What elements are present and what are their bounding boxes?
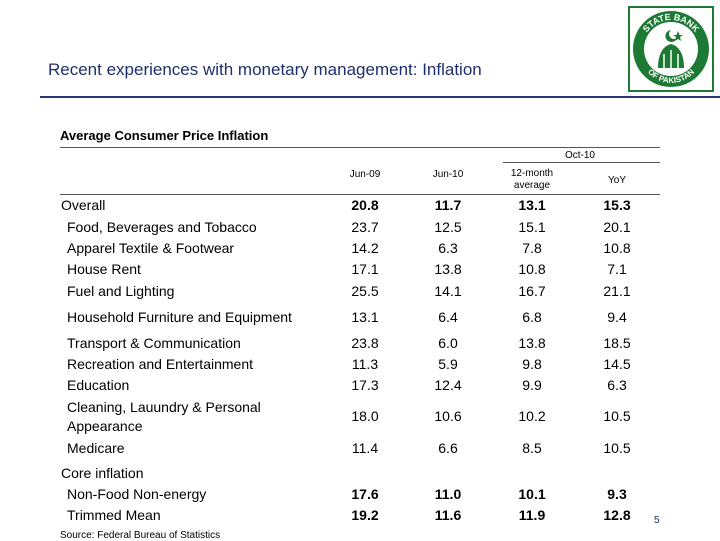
title-rule <box>40 96 720 98</box>
cell: 12.8 <box>603 507 631 523</box>
table-row: Non-Food Non-energy 17.6 11.0 10.1 9.3 <box>0 486 720 506</box>
page-title: Recent experiences with monetary managem… <box>48 60 482 79</box>
cell: 14.5 <box>603 356 631 372</box>
cell: 10.1 <box>518 486 546 502</box>
cell: 6.3 <box>607 377 627 393</box>
column-header-jun10: Jun-10 <box>432 169 464 180</box>
row-label: Cleaning, Lauundry & Personal <box>67 399 261 415</box>
cell: 12.5 <box>434 219 462 235</box>
cell: 10.6 <box>434 408 462 424</box>
cell: 10.8 <box>518 261 546 277</box>
cell: 8.5 <box>522 440 542 456</box>
cell: 13.1 <box>518 197 546 213</box>
table-row: Cleaning, Lauundry & Personal <box>0 399 720 419</box>
table-row: Household Furniture and Equipment 13.1 6… <box>0 309 720 329</box>
cell: 9.3 <box>607 486 627 502</box>
cell: 14.1 <box>434 283 462 299</box>
cell: 14.2 <box>351 240 379 256</box>
row-label-continued: Appearance <box>67 418 143 434</box>
cell: 10.5 <box>603 440 631 456</box>
table-row-core-inflation: Core inflation <box>0 465 720 485</box>
cell: 17.1 <box>351 261 379 277</box>
cell: 13.8 <box>434 261 462 277</box>
cell: 11.6 <box>434 507 462 523</box>
cell: 6.8 <box>522 309 542 325</box>
table-row: House Rent 17.1 13.8 10.8 7.1 <box>0 261 720 281</box>
cell: 7.8 <box>522 240 542 256</box>
cell: 11.3 <box>351 356 379 372</box>
table-row: Transport & Communication 23.8 6.0 13.8 … <box>0 335 720 355</box>
cell: 9.8 <box>522 356 542 372</box>
cell: 15.1 <box>518 219 546 235</box>
table-top-rule <box>60 147 660 148</box>
cell: 16.7 <box>518 283 546 299</box>
cell: 13.1 <box>351 309 379 325</box>
column-header-yoy: YoY <box>608 175 626 186</box>
table-subtitle: Average Consumer Price Inflation <box>60 128 269 143</box>
cell: 6.3 <box>438 240 458 256</box>
page-number: 5 <box>654 515 660 526</box>
cell: 13.8 <box>518 335 546 351</box>
cell: 10.2 <box>518 408 546 424</box>
row-label: Non-Food Non-energy <box>67 486 207 502</box>
table-row: Medicare 11.4 6.6 8.5 10.5 <box>0 440 720 460</box>
cell: 12.4 <box>434 377 462 393</box>
cell: 9.9 <box>522 377 542 393</box>
row-label: Fuel and Lighting <box>67 283 175 299</box>
table-row-values: 18.0 10.6 10.2 10.5 <box>0 408 720 428</box>
row-label: Overall <box>61 197 106 213</box>
table-row: Appearance <box>0 418 720 438</box>
row-label: Transport & Communication <box>67 335 241 351</box>
cell: 11.0 <box>434 486 462 502</box>
cell: 11.9 <box>518 507 546 523</box>
cell: 15.3 <box>603 197 631 213</box>
table-row: Fuel and Lighting 25.5 14.1 16.7 21.1 <box>0 283 720 303</box>
column-header-12month: 12-month average <box>510 168 554 191</box>
row-label: Core inflation <box>61 465 144 481</box>
cell: 19.2 <box>351 507 379 523</box>
cell: 20.8 <box>351 197 379 213</box>
state-bank-logo: STATE BANK OF PAKISTAN <box>628 6 714 92</box>
row-label: Recreation and Entertainment <box>67 356 253 372</box>
source-note: Source: Federal Bureau of Statistics <box>60 530 221 541</box>
row-label: Apparel Textile & Footwear <box>67 240 235 256</box>
cell: 11.4 <box>351 440 379 456</box>
row-label: Trimmed Mean <box>67 507 161 523</box>
row-label: Education <box>67 377 130 393</box>
cell: 17.6 <box>351 486 379 502</box>
table-row: Apparel Textile & Footwear 14.2 6.3 7.8 … <box>0 240 720 260</box>
cell: 5.9 <box>438 356 458 372</box>
cell: 18.5 <box>603 335 631 351</box>
row-label: Medicare <box>67 440 125 456</box>
row-label: House Rent <box>67 261 141 277</box>
cell: 10.8 <box>603 240 631 256</box>
cell: 21.1 <box>603 283 631 299</box>
table-row: Recreation and Entertainment 11.3 5.9 9.… <box>0 356 720 376</box>
column-header-jun09: Jun-09 <box>349 169 381 180</box>
table-row-overall: Overall 20.8 11.7 13.1 15.3 <box>0 197 720 217</box>
header-rule <box>60 194 660 195</box>
table-row: Education 17.3 12.4 9.9 6.3 <box>0 377 720 397</box>
row-label: Household Furniture and Equipment <box>67 309 292 325</box>
cell: 23.7 <box>351 219 379 235</box>
cell: 6.4 <box>438 309 458 325</box>
cell: 25.5 <box>351 283 379 299</box>
cell: 20.1 <box>603 219 631 235</box>
cell: 6.6 <box>438 440 458 456</box>
cell: 6.0 <box>438 335 458 351</box>
cell: 9.4 <box>607 309 627 325</box>
cell: 23.8 <box>351 335 379 351</box>
cell: 10.5 <box>603 408 631 424</box>
cell: 7.1 <box>607 261 627 277</box>
cell: 11.7 <box>434 197 462 213</box>
cell: 18.0 <box>351 408 379 424</box>
cell: 17.3 <box>351 377 379 393</box>
group-header-rule <box>503 162 660 163</box>
table-row: Food, Beverages and Tobacco 23.7 12.5 15… <box>0 219 720 239</box>
group-header: Oct-10 <box>564 150 595 161</box>
row-label: Food, Beverages and Tobacco <box>67 219 257 235</box>
table-row: Trimmed Mean 19.2 11.6 11.9 12.8 <box>0 507 720 527</box>
